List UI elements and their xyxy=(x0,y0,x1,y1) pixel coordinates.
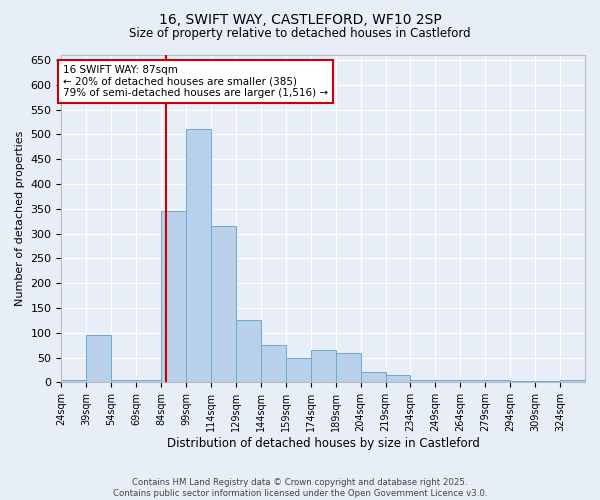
Bar xyxy=(261,345,286,383)
Bar xyxy=(211,226,236,382)
Bar xyxy=(86,335,111,382)
Bar xyxy=(61,380,86,382)
X-axis label: Distribution of detached houses by size in Castleford: Distribution of detached houses by size … xyxy=(167,437,479,450)
Bar xyxy=(136,380,161,382)
Bar xyxy=(111,380,136,382)
Bar xyxy=(335,352,361,382)
Bar xyxy=(161,211,186,382)
Bar xyxy=(460,380,485,382)
Bar xyxy=(485,380,510,382)
Bar xyxy=(410,380,436,382)
Text: 16, SWIFT WAY, CASTLEFORD, WF10 2SP: 16, SWIFT WAY, CASTLEFORD, WF10 2SP xyxy=(158,12,442,26)
Bar xyxy=(186,130,211,382)
Y-axis label: Number of detached properties: Number of detached properties xyxy=(15,131,25,306)
Bar xyxy=(386,375,410,382)
Bar xyxy=(436,380,460,382)
Bar xyxy=(286,358,311,382)
Text: Contains HM Land Registry data © Crown copyright and database right 2025.
Contai: Contains HM Land Registry data © Crown c… xyxy=(113,478,487,498)
Text: 16 SWIFT WAY: 87sqm
← 20% of detached houses are smaller (385)
79% of semi-detac: 16 SWIFT WAY: 87sqm ← 20% of detached ho… xyxy=(63,65,328,98)
Bar xyxy=(311,350,335,382)
Text: Size of property relative to detached houses in Castleford: Size of property relative to detached ho… xyxy=(129,28,471,40)
Bar xyxy=(560,380,585,382)
Bar xyxy=(361,372,386,382)
Bar xyxy=(236,320,261,382)
